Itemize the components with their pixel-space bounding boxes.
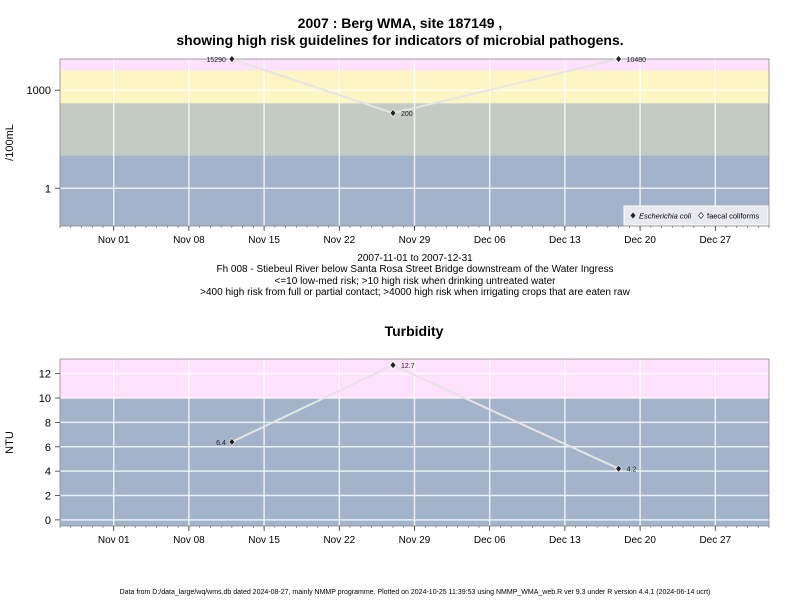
data-point-0 — [228, 55, 236, 63]
chart-subtitle: showing high risk guidelines for indicat… — [176, 32, 624, 48]
x-tick-label-0: Nov 01 — [98, 235, 130, 246]
turbidity-title: Turbidity — [384, 323, 444, 339]
caption-risk-line1: <=10 low-med risk; >10 high risk when dr… — [274, 276, 556, 287]
x-tick-label-4: Nov 29 — [399, 535, 431, 546]
y-tick-label-1: 2 — [45, 491, 51, 503]
x-tick-label-8: Dec 27 — [699, 535, 731, 546]
caption-risk-line2: >400 high risk from full or partial cont… — [200, 287, 630, 298]
x-tick-label-4: Nov 29 — [399, 235, 431, 246]
x-tick-label-8: Dec 27 — [699, 235, 731, 246]
data-point-0 — [228, 437, 236, 446]
x-tick-label-1: Nov 08 — [173, 535, 205, 546]
x-tick-label-7: Dec 20 — [624, 235, 656, 246]
y-tick-label-3: 6 — [45, 442, 51, 454]
x-tick-label-2: Nov 15 — [248, 235, 280, 246]
y-tick-label-2: 4 — [45, 466, 51, 478]
data-label-0: 6.4 — [216, 440, 226, 447]
microbial-chart: Nov 01 Nov 08 Nov 15 Nov 22 Nov 29 Dec 06 Dec … — [4, 55, 770, 246]
y-axis-label: NTU — [4, 431, 16, 454]
y-tick-label-6: 12 — [39, 369, 51, 381]
data-label-2: 4.2 — [627, 467, 637, 474]
x-tick-label-5: Dec 06 — [474, 235, 506, 246]
data-point-2 — [615, 55, 623, 63]
data-label-0: 15290 — [206, 57, 226, 64]
y-tick-label-5: 10 — [39, 393, 51, 405]
legend-label-ecoli: Escherichia coli — [639, 212, 691, 221]
x-tick-label-0: Nov 01 — [98, 535, 130, 546]
x-tick-label-6: Dec 13 — [549, 235, 581, 246]
data-point-2 — [615, 464, 623, 473]
legend-marker-faecal — [698, 212, 704, 219]
x-tick-label-3: Nov 22 — [323, 535, 355, 546]
x-tick-label-6: Dec 13 — [549, 535, 581, 546]
x-tick-label-5: Dec 06 — [474, 535, 506, 546]
data-label-2: 10480 — [627, 57, 647, 64]
x-tick-label-2: Nov 15 — [248, 535, 280, 546]
data-point-1 — [389, 109, 397, 117]
caption-site: Fh 008 - Stiebeul River below Santa Rosa… — [216, 264, 614, 275]
legend-box — [623, 205, 769, 226]
x-tick-label-7: Dec 20 — [624, 535, 656, 546]
y-tick-label-0: 1 — [45, 183, 51, 195]
y-tick-label-4: 8 — [45, 417, 51, 429]
data-point-1 — [389, 361, 397, 370]
x-tick-label-3: Nov 22 — [323, 235, 355, 246]
footer-note: Data from D:/data_large/wq/wms.db dated … — [119, 589, 711, 596]
y-tick-label-1: 1000 — [27, 85, 51, 97]
turbidity-chart: Nov 01 Nov 08 Nov 15 Nov 22 Nov 29 Dec 06 Dec … — [4, 358, 770, 546]
caption-period: 2007-11-01 to 2007-12-31 — [357, 253, 473, 264]
chart-title: 2007 : Berg WMA, site 187149 , — [297, 15, 503, 31]
y-axis-label: /100mL — [4, 124, 16, 161]
y-tick-label-0: 0 — [45, 515, 51, 527]
legend-label-faecal: faecal coliforms — [707, 212, 759, 221]
legend-marker-ecoli — [630, 212, 636, 219]
data-label-1: 12.7 — [401, 363, 415, 370]
x-tick-label-1: Nov 08 — [173, 235, 205, 246]
data-label-1: 200 — [401, 111, 413, 118]
